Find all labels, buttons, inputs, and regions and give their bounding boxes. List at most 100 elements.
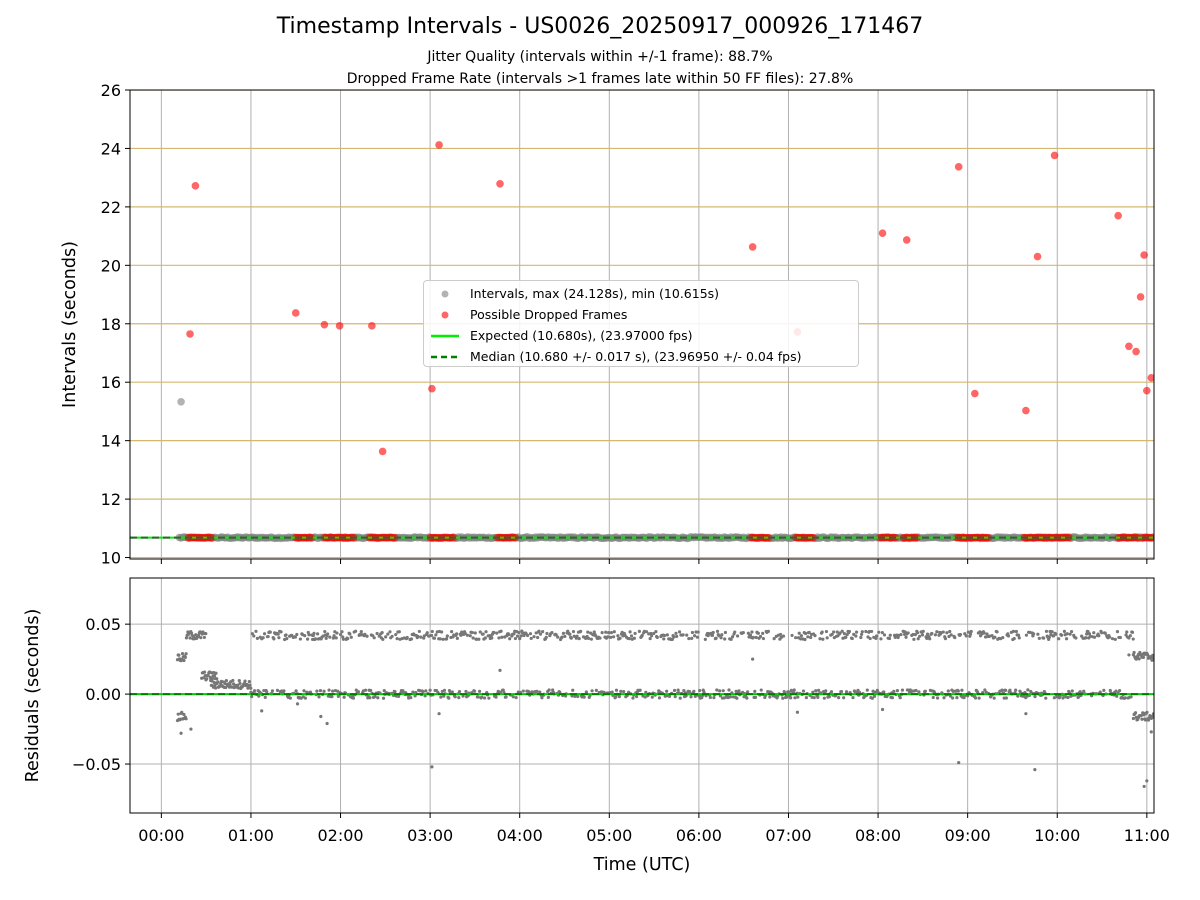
residual-point <box>813 634 817 638</box>
residual-point <box>582 695 586 699</box>
residual-point <box>816 695 820 699</box>
residual-point <box>261 636 265 640</box>
residual-point <box>327 688 331 692</box>
residual-point <box>735 696 739 700</box>
residual-outlier-point <box>1024 712 1028 716</box>
residual-point <box>917 690 921 694</box>
residual-point <box>499 629 503 633</box>
residual-point <box>1127 636 1131 640</box>
residual-point <box>455 632 459 636</box>
residual-point <box>737 689 741 693</box>
legend-symbol-intervals <box>441 290 449 298</box>
residual-point <box>708 695 712 700</box>
residual-point <box>612 635 616 639</box>
residual-point <box>176 712 180 716</box>
residual-point <box>832 630 836 634</box>
residual-point <box>305 637 310 641</box>
residual-point <box>498 690 502 694</box>
residual-point <box>212 674 217 678</box>
residual-point <box>854 630 859 634</box>
residual-point <box>1036 632 1040 636</box>
residual-point <box>969 629 973 634</box>
residual-point <box>330 695 334 699</box>
residual-point <box>865 688 869 692</box>
residual-point <box>807 630 811 635</box>
residual-point <box>236 683 240 687</box>
residual-point <box>698 688 702 693</box>
residuals-axes-frame <box>129 577 1155 814</box>
residual-point <box>529 636 533 641</box>
residual-point <box>943 637 948 641</box>
residual-point <box>215 677 219 681</box>
dropped-frame-point <box>1125 342 1133 351</box>
dropped-frame-point <box>368 322 376 330</box>
residual-point <box>904 635 908 639</box>
residual-point <box>797 631 801 635</box>
residual-point <box>676 688 680 692</box>
residual-point <box>342 695 346 699</box>
residual-point <box>1017 636 1021 640</box>
intervals-ytick-label: 10 <box>101 549 121 568</box>
residual-point <box>1008 688 1012 692</box>
residual-point <box>525 633 530 638</box>
residual-point <box>842 696 846 700</box>
residual-point <box>276 632 280 636</box>
residual-point <box>541 630 545 634</box>
residual-point <box>517 631 521 635</box>
residual-point <box>194 633 198 637</box>
residual-point <box>303 634 307 638</box>
residual-point <box>754 635 758 640</box>
residual-outlier-point <box>177 657 181 661</box>
residual-point <box>1114 689 1118 693</box>
residual-outlier-point <box>751 657 755 661</box>
dropped-frame-point <box>186 330 194 338</box>
residual-point <box>723 630 728 635</box>
xtick-label: 10:00 <box>1034 826 1080 845</box>
residual-point <box>735 634 740 638</box>
residual-point <box>353 629 358 633</box>
residual-point <box>781 696 785 700</box>
residual-point <box>424 689 428 693</box>
residual-point <box>1140 717 1144 721</box>
residual-point <box>592 630 596 634</box>
residual-point <box>1082 689 1086 693</box>
residual-point <box>268 630 272 634</box>
residual-point <box>519 634 523 638</box>
residual-point <box>690 630 695 635</box>
residual-point <box>572 634 576 638</box>
residual-point <box>439 630 444 634</box>
residual-point <box>237 679 241 683</box>
residual-point <box>249 686 253 690</box>
residual-point <box>992 696 996 700</box>
residual-point <box>368 696 372 700</box>
xtick-label: 03:00 <box>407 826 453 845</box>
residual-point <box>627 637 631 641</box>
residual-point <box>1011 629 1016 633</box>
xtick-label: 11:00 <box>1124 826 1170 845</box>
residual-point <box>180 710 184 714</box>
residual-point <box>730 635 735 639</box>
residual-point <box>390 634 394 639</box>
residual-point <box>609 635 613 639</box>
residual-point <box>875 634 879 638</box>
residual-point <box>231 682 236 686</box>
residual-point <box>182 658 186 663</box>
residual-point <box>544 635 548 639</box>
residual-point <box>442 694 446 698</box>
chart-subtitle-dropped: Dropped Frame Rate (intervals >1 frames … <box>346 71 854 87</box>
residual-point <box>935 630 939 634</box>
residual-point <box>416 634 420 639</box>
residual-point <box>457 696 461 700</box>
residual-point <box>590 689 594 693</box>
residual-point <box>405 635 409 640</box>
residuals-ylabel: Residuals (seconds) <box>23 609 43 783</box>
residual-point <box>495 631 499 635</box>
residual-point <box>214 671 218 675</box>
dropped-frame-point <box>1136 293 1145 301</box>
residual-point <box>547 688 551 692</box>
residual-point <box>652 631 656 636</box>
residual-point <box>968 632 973 636</box>
residual-point <box>540 696 544 700</box>
residual-point <box>1042 636 1046 640</box>
